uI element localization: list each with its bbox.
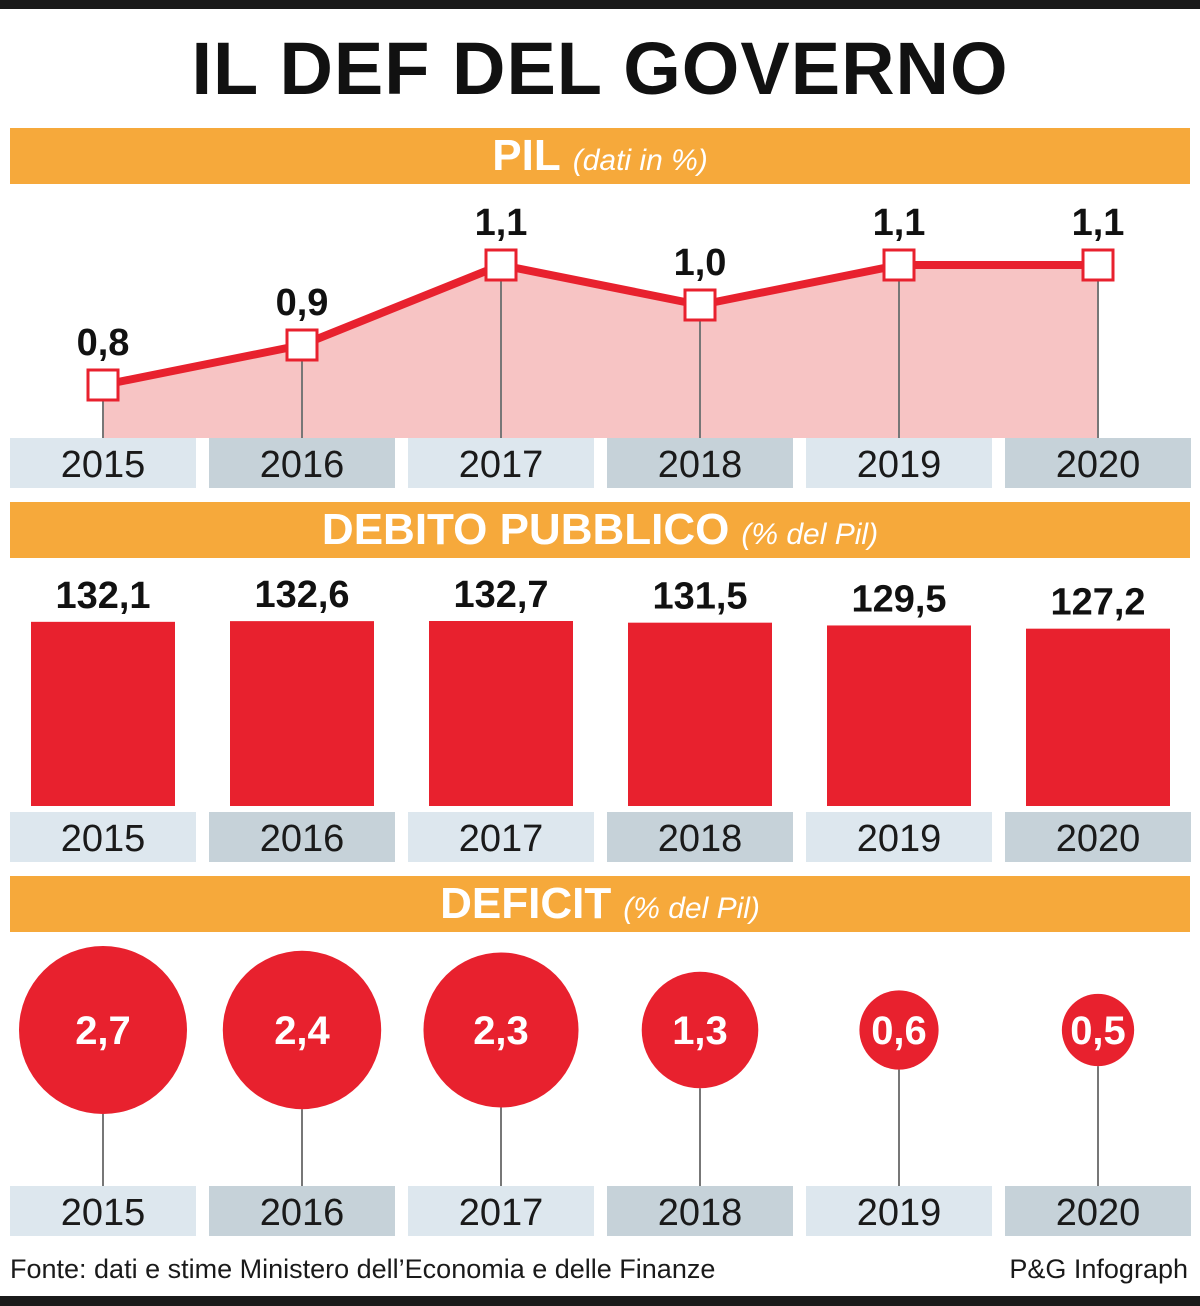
deficit-year-axis: 2015 2016 2017 2018 2019 2020 — [0, 1186, 1200, 1236]
debito-header: DEBITO PUBBLICO (% del Pil) — [10, 502, 1190, 558]
debito-value-label-2016: 132,6 — [254, 574, 349, 616]
year-label-2016: 2016 — [209, 438, 395, 488]
pil-year-axis: 2015 2016 2017 2018 2019 2020 — [0, 438, 1200, 488]
top-rule — [0, 0, 1200, 9]
year-label-2016: 2016 — [209, 812, 395, 862]
deficit-bubble-2016 — [222, 950, 382, 1110]
year-label-2015: 2015 — [10, 438, 196, 488]
debito-year-axis: 2015 2016 2017 2018 2019 2020 — [0, 812, 1200, 862]
year-label-2018: 2018 — [607, 812, 793, 862]
debito-bar-2019 — [827, 625, 971, 806]
debito-bar-2016 — [230, 621, 374, 806]
pil-value-label-2020: 1,1 — [1072, 202, 1125, 244]
page-title: IL DEF DEL GOVERNO — [191, 27, 1009, 110]
year-label-2018: 2018 — [607, 438, 793, 488]
pil-value-label-2016: 0,9 — [276, 282, 329, 324]
year-label-2017: 2017 — [408, 812, 594, 862]
deficit-value-label-2017: 2,3 — [473, 1009, 529, 1053]
deficit-bubble-2017 — [423, 952, 579, 1108]
pil-point-2020 — [1081, 248, 1115, 282]
year-label-2015: 2015 — [10, 812, 196, 862]
deficit-chart: 2,7 2,4 2,3 1,3 0,6 0,5 — [19, 946, 1135, 1188]
pil-title: PIL — [492, 131, 561, 180]
debito-title: DEBITO PUBBLICO — [321, 505, 730, 554]
pil-point-2016 — [285, 328, 319, 362]
debito-bar-2020 — [1026, 628, 1170, 806]
deficit-value-label-2018: 1,3 — [672, 1009, 728, 1053]
deficit-header: DEFICIT (% del Pil) — [10, 876, 1190, 932]
debito-value-label-2017: 132,7 — [453, 574, 548, 616]
deficit-bubble-2019 — [859, 990, 939, 1070]
debito-value-label-2019: 129,5 — [851, 578, 946, 620]
pil-value-label-2018: 1,0 — [674, 242, 727, 284]
deficit-bubble-2020 — [1061, 993, 1135, 1067]
year-label-2020: 2020 — [1005, 812, 1191, 862]
year-label-2019: 2019 — [806, 1186, 992, 1236]
deficit-value-label-2015: 2,7 — [75, 1009, 131, 1053]
debito-value-label-2020: 127,2 — [1050, 582, 1145, 624]
year-label-2019: 2019 — [806, 812, 992, 862]
deficit-value-label-2016: 2,4 — [274, 1009, 330, 1053]
pil-value-label-2019: 1,1 — [873, 202, 926, 244]
year-label-2020: 2020 — [1005, 438, 1191, 488]
source-note: Fonte: dati e stime Ministero dell’Econo… — [10, 1254, 716, 1284]
pil-point-2017 — [484, 248, 518, 282]
pil-subtitle: (dati in %) — [572, 144, 708, 177]
debito-value-label-2018: 131,5 — [652, 576, 747, 618]
debito-value-label-2015: 132,1 — [55, 575, 150, 617]
year-label-2019: 2019 — [806, 438, 992, 488]
deficit-value-label-2020: 0,5 — [1070, 1009, 1126, 1053]
pil-line — [102, 261, 1098, 389]
pil-header: PIL (dati in %) — [10, 128, 1190, 184]
year-label-2017: 2017 — [408, 438, 594, 488]
year-label-2018: 2018 — [607, 1186, 793, 1236]
bottom-rule — [0, 1296, 1200, 1306]
pil-value-label-2017: 1,1 — [475, 202, 528, 244]
deficit-subtitle: (% del Pil) — [623, 892, 760, 925]
pil-chart: 0,8 0,9 1,1 1,0 1,1 1,1 — [77, 202, 1125, 438]
debito-bar-2018 — [628, 622, 772, 806]
deficit-title: DEFICIT — [440, 879, 612, 928]
debito-subtitle: (% del Pil) — [741, 518, 879, 551]
debito-chart: 132,1 132,6 132,7 131,5 129,5 127,2 — [31, 574, 1170, 806]
pil-point-2015 — [86, 368, 120, 402]
year-label-2017: 2017 — [408, 1186, 594, 1236]
pil-area — [103, 265, 1098, 438]
year-label-2020: 2020 — [1005, 1186, 1191, 1236]
pil-point-2019 — [882, 248, 916, 282]
pil-value-label-2015: 0,8 — [77, 322, 130, 364]
credit-note: P&G Infograph — [1009, 1254, 1188, 1284]
debito-bar-2017 — [429, 621, 573, 806]
year-label-2016: 2016 — [209, 1186, 395, 1236]
year-label-2015: 2015 — [10, 1186, 196, 1236]
deficit-value-label-2019: 0,6 — [871, 1009, 927, 1053]
deficit-bubble-2015 — [19, 946, 187, 1114]
deficit-bubble-2018 — [641, 971, 759, 1089]
pil-point-2018 — [683, 288, 717, 322]
debito-bar-2015 — [31, 621, 175, 806]
